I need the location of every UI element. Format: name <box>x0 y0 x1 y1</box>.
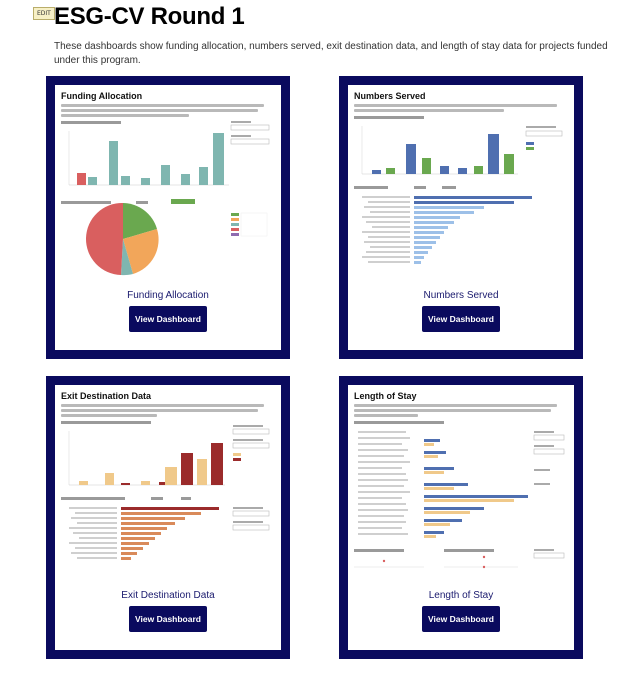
dashboard-card-numbers-served: Numbers Served <box>339 76 583 359</box>
view-dashboard-button[interactable]: View Dashboard <box>422 306 500 332</box>
thumbnail-chart <box>354 116 563 264</box>
page-title: ESG-CV Round 1 <box>54 3 245 30</box>
card-label[interactable]: Numbers Served <box>423 290 499 301</box>
dashboard-thumbnail[interactable]: Length of Stay <box>354 389 568 589</box>
dashboard-card-funding-allocation: Funding Allocation <box>46 76 290 359</box>
dashboard-thumbnail[interactable]: Funding Allocation <box>61 89 275 289</box>
view-dashboard-button[interactable]: View Dashboard <box>422 606 500 632</box>
dashboard-thumbnail[interactable]: Numbers Served <box>354 89 568 289</box>
card-label[interactable]: Exit Destination Data <box>121 590 215 601</box>
thumbnail-chart <box>354 421 565 569</box>
thumbnail-title: Length of Stay <box>354 391 417 401</box>
thumbnail-chart <box>61 421 270 560</box>
card-label[interactable]: Length of Stay <box>428 590 494 601</box>
dashboard-card-length-of-stay: Length of Stay <box>339 376 583 659</box>
thumbnail-title: Exit Destination Data <box>61 391 152 401</box>
thumbnail-title: Numbers Served <box>354 91 426 101</box>
view-dashboard-button[interactable]: View Dashboard <box>129 606 207 632</box>
dashboard-thumbnail[interactable]: Exit Destination Data <box>61 389 275 589</box>
dashboard-card-exit-destination-data: Exit Destination Data <box>46 376 290 659</box>
card-label[interactable]: Funding Allocation <box>127 290 209 301</box>
edit-badge[interactable]: EDIT <box>33 7 55 20</box>
page-description: These dashboards show funding allocation… <box>54 41 608 66</box>
thumbnail-title: Funding Allocation <box>61 91 143 101</box>
view-dashboard-button[interactable]: View Dashboard <box>129 306 207 332</box>
thumbnail-chart <box>61 121 270 276</box>
